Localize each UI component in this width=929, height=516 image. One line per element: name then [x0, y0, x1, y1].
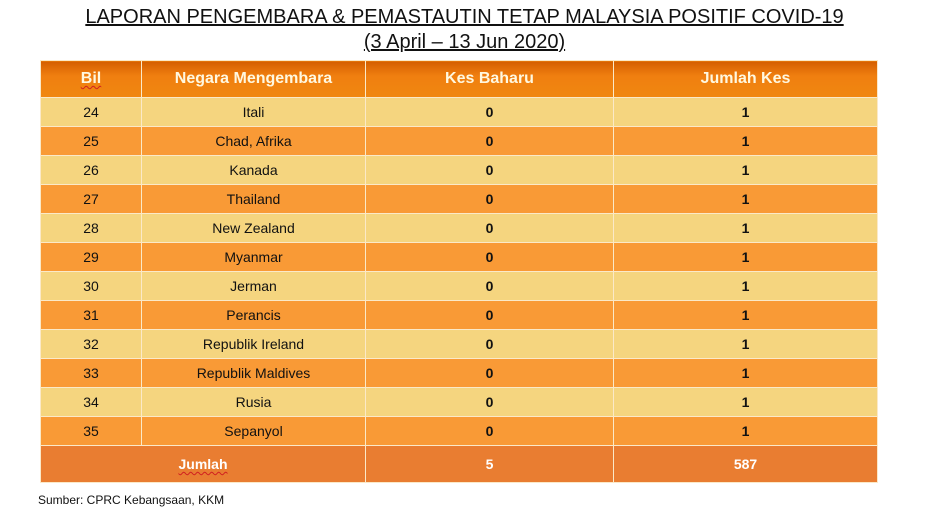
cell-kes-baharu: 0 — [365, 126, 614, 156]
cell-negara: Rusia — [141, 387, 366, 417]
header-bil: Bil — [40, 60, 142, 98]
table-row: 35 Sepanyol 0 1 — [40, 416, 878, 446]
cell-negara: Perancis — [141, 300, 366, 330]
cell-negara: New Zealand — [141, 213, 366, 243]
cell-negara: Republik Maldives — [141, 358, 366, 388]
cell-negara: Republik Ireland — [141, 329, 366, 359]
cell-negara: Itali — [141, 97, 366, 127]
cell-jumlah-kes: 1 — [613, 271, 878, 301]
cell-kes-baharu: 0 — [365, 271, 614, 301]
cell-kes-baharu: 0 — [365, 184, 614, 214]
source-note: Sumber: CPRC Kebangsaan, KKM — [38, 493, 225, 507]
table-row: 33 Republik Maldives 0 1 — [40, 358, 878, 388]
cell-bil: 33 — [40, 358, 142, 388]
cell-kes-baharu: 0 — [365, 213, 614, 243]
cell-bil: 32 — [40, 329, 142, 359]
cases-table: Bil Negara Mengembara Kes Baharu Jumlah … — [40, 60, 878, 483]
cell-kes-baharu: 0 — [365, 416, 614, 446]
cell-negara: Myanmar — [141, 242, 366, 272]
table-row: 30 Jerman 0 1 — [40, 271, 878, 301]
cell-jumlah-kes: 1 — [613, 155, 878, 185]
table-row: 32 Republik Ireland 0 1 — [40, 329, 878, 359]
table-row: 24 Itali 0 1 — [40, 97, 878, 127]
cell-bil: 25 — [40, 126, 142, 156]
total-jumlah-kes: 587 — [613, 445, 878, 483]
cell-jumlah-kes: 1 — [613, 300, 878, 330]
report-title: LAPORAN PENGEMBARA & PEMASTAUTIN TETAP M… — [85, 6, 844, 28]
report-subtitle: (3 April – 13 Jun 2020) — [363, 31, 566, 53]
table-row: 26 Kanada 0 1 — [40, 155, 878, 185]
total-row: Jumlah 5 587 — [40, 445, 878, 483]
cell-bil: 29 — [40, 242, 142, 272]
table-row: 28 New Zealand 0 1 — [40, 213, 878, 243]
cell-jumlah-kes: 1 — [613, 213, 878, 243]
cell-negara: Jerman — [141, 271, 366, 301]
header-kes-baharu: Kes Baharu — [365, 60, 614, 98]
cell-bil: 26 — [40, 155, 142, 185]
cell-kes-baharu: 0 — [365, 329, 614, 359]
cell-jumlah-kes: 1 — [613, 387, 878, 417]
cell-kes-baharu: 0 — [365, 300, 614, 330]
cell-bil: 24 — [40, 97, 142, 127]
cell-jumlah-kes: 1 — [613, 126, 878, 156]
table-row: 27 Thailand 0 1 — [40, 184, 878, 214]
cell-negara: Sepanyol — [141, 416, 366, 446]
cell-bil: 31 — [40, 300, 142, 330]
cell-jumlah-kes: 1 — [613, 242, 878, 272]
cell-kes-baharu: 0 — [365, 358, 614, 388]
cell-bil: 34 — [40, 387, 142, 417]
total-kes-baharu: 5 — [365, 445, 614, 483]
total-label-text: Jumlah — [178, 456, 228, 472]
cell-bil: 27 — [40, 184, 142, 214]
table-row: 31 Perancis 0 1 — [40, 300, 878, 330]
table-header: Bil Negara Mengembara Kes Baharu Jumlah … — [40, 60, 878, 98]
table-row: 29 Myanmar 0 1 — [40, 242, 878, 272]
cell-jumlah-kes: 1 — [613, 416, 878, 446]
cell-kes-baharu: 0 — [365, 97, 614, 127]
cell-jumlah-kes: 1 — [613, 329, 878, 359]
table-row: 25 Chad, Afrika 0 1 — [40, 126, 878, 156]
cell-jumlah-kes: 1 — [613, 97, 878, 127]
cell-kes-baharu: 0 — [365, 242, 614, 272]
cell-negara: Kanada — [141, 155, 366, 185]
header-negara: Negara Mengembara — [141, 60, 366, 98]
cell-negara: Thailand — [141, 184, 366, 214]
cell-negara: Chad, Afrika — [141, 126, 366, 156]
cell-bil: 30 — [40, 271, 142, 301]
cell-kes-baharu: 0 — [365, 387, 614, 417]
cell-bil: 35 — [40, 416, 142, 446]
total-label: Jumlah — [40, 445, 366, 483]
cell-kes-baharu: 0 — [365, 155, 614, 185]
header-jumlah-kes: Jumlah Kes — [613, 60, 878, 98]
cell-jumlah-kes: 1 — [613, 184, 878, 214]
cell-jumlah-kes: 1 — [613, 358, 878, 388]
header-label: Bil — [80, 70, 102, 87]
table-row: 34 Rusia 0 1 — [40, 387, 878, 417]
cell-bil: 28 — [40, 213, 142, 243]
